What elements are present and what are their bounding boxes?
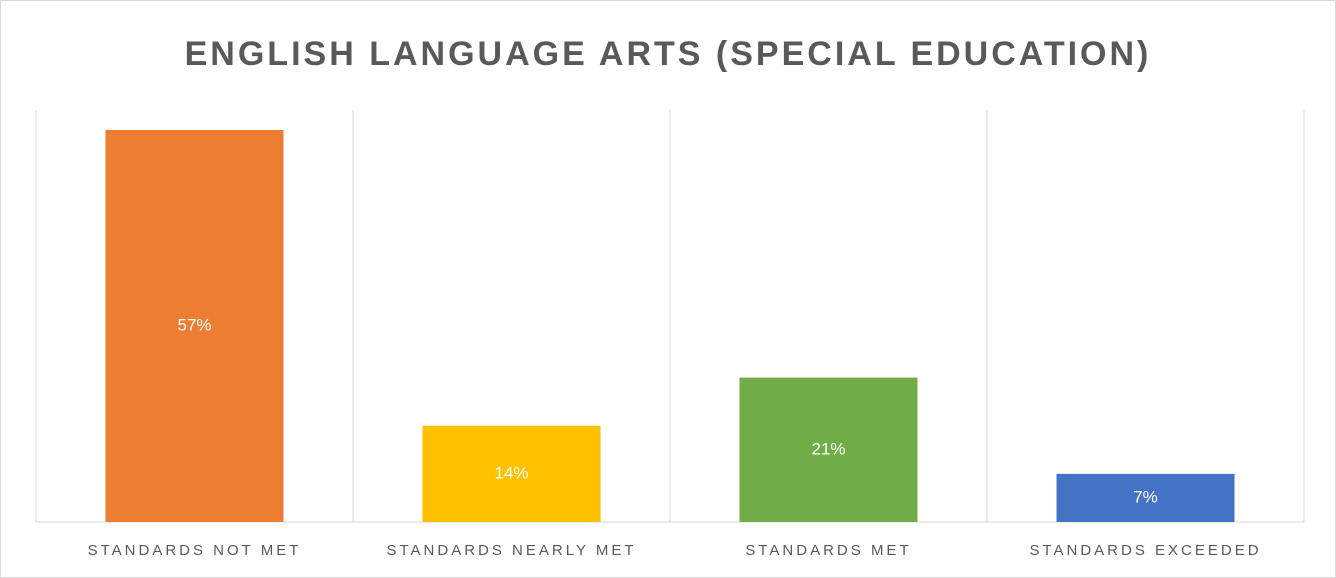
x-tick-label: STANDARDS EXCEEDED bbox=[1029, 542, 1261, 559]
bar bbox=[739, 377, 918, 522]
chart-title: ENGLISH LANGUAGE ARTS (SPECIAL EDUCATION… bbox=[185, 35, 1152, 73]
x-tick-label: STANDARDS NEARLY MET bbox=[386, 542, 636, 559]
x-tick-label: STANDARDS MET bbox=[745, 542, 911, 559]
data-label: 14% bbox=[494, 463, 528, 482]
data-label: 57% bbox=[177, 315, 211, 334]
x-tick-label: STANDARDS NOT MET bbox=[88, 542, 302, 559]
bar bbox=[1056, 473, 1235, 522]
data-label: 7% bbox=[1133, 487, 1158, 506]
bar bbox=[105, 130, 284, 522]
bar bbox=[422, 425, 601, 522]
data-label: 21% bbox=[811, 439, 845, 458]
